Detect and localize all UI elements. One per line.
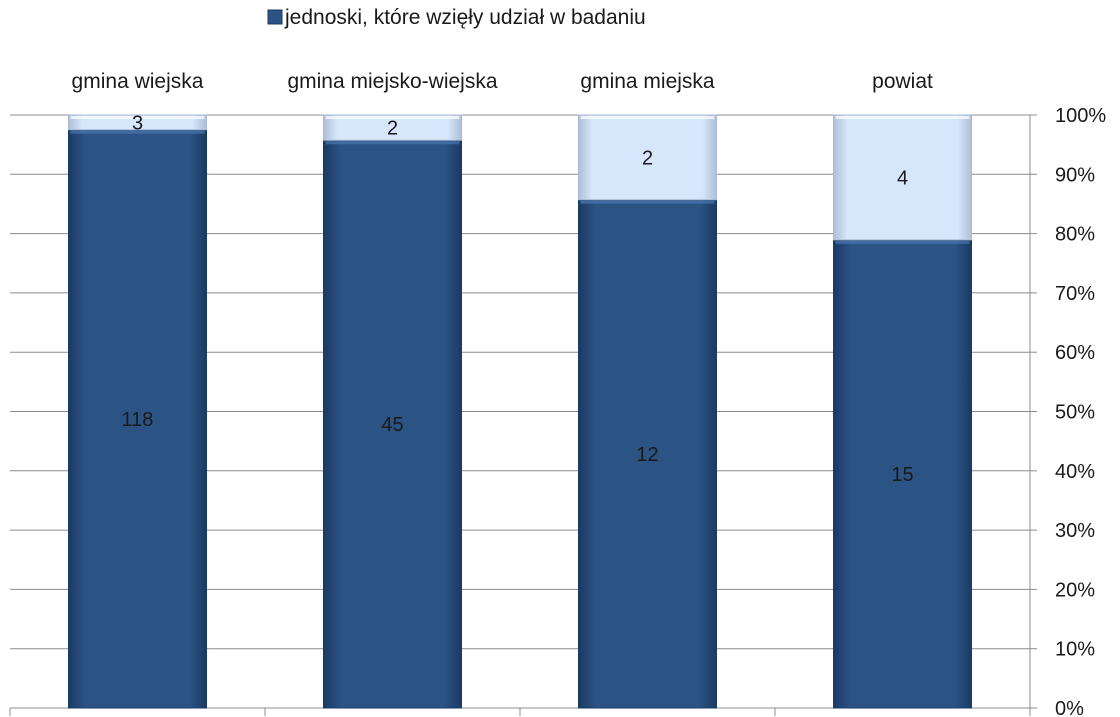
bar-highlight xyxy=(70,116,205,119)
legend: jednoski, które wzięły udział w badaniu xyxy=(267,6,646,29)
data-label: 2 xyxy=(642,147,653,169)
data-label: 118 xyxy=(122,409,154,431)
bar-highlight xyxy=(580,116,715,119)
legend-label: jednoski, które wzięły udział w badaniu xyxy=(284,6,646,29)
y-axis-ticks: 0% 10% 20% 30% 40% 50% 60% 70% 80% 90% 100% xyxy=(1030,105,1106,717)
bar-segment xyxy=(833,114,972,241)
y-tick-label: 50% xyxy=(1055,402,1095,424)
y-tick-label: 30% xyxy=(1055,520,1095,542)
category-labels: gmina wiejska gmina miejsko-wiejska gmina … xyxy=(72,70,933,93)
bar-highlight xyxy=(70,130,205,134)
y-tick-label: 80% xyxy=(1055,224,1095,246)
bars: 118 3 45 2 12 2 15 4 xyxy=(68,112,972,709)
bar-highlight xyxy=(580,200,715,204)
data-label: 15 xyxy=(891,464,913,486)
bar-highlight xyxy=(835,240,970,244)
y-tick-label: 60% xyxy=(1055,342,1095,364)
bar-segment xyxy=(323,114,462,141)
legend-swatch xyxy=(267,9,283,25)
data-label: 3 xyxy=(132,112,143,134)
y-tick-label: 10% xyxy=(1055,639,1095,661)
data-label: 12 xyxy=(636,444,658,466)
bar-segment xyxy=(68,129,207,709)
data-label: 2 xyxy=(387,118,398,140)
category-label: gmina miejsko-wiejska xyxy=(287,70,497,93)
category-label: gmina miejska xyxy=(580,70,715,93)
y-tick-label: 20% xyxy=(1055,579,1095,601)
data-label: 4 xyxy=(897,167,908,189)
category-label: powiat xyxy=(872,70,933,93)
data-label: 45 xyxy=(381,414,403,436)
y-tick-label: 0% xyxy=(1055,698,1084,717)
bar-highlight xyxy=(325,116,460,119)
bar-segment xyxy=(578,114,717,201)
bar-highlight xyxy=(835,116,970,119)
bar-highlight xyxy=(325,141,460,145)
y-tick-label: 90% xyxy=(1055,164,1095,186)
y-tick-label: 40% xyxy=(1055,461,1095,483)
bar-segment xyxy=(833,239,972,709)
category-label: gmina wiejska xyxy=(72,70,204,93)
y-tick-label: 100% xyxy=(1055,105,1106,127)
y-tick-label: 70% xyxy=(1055,283,1095,305)
